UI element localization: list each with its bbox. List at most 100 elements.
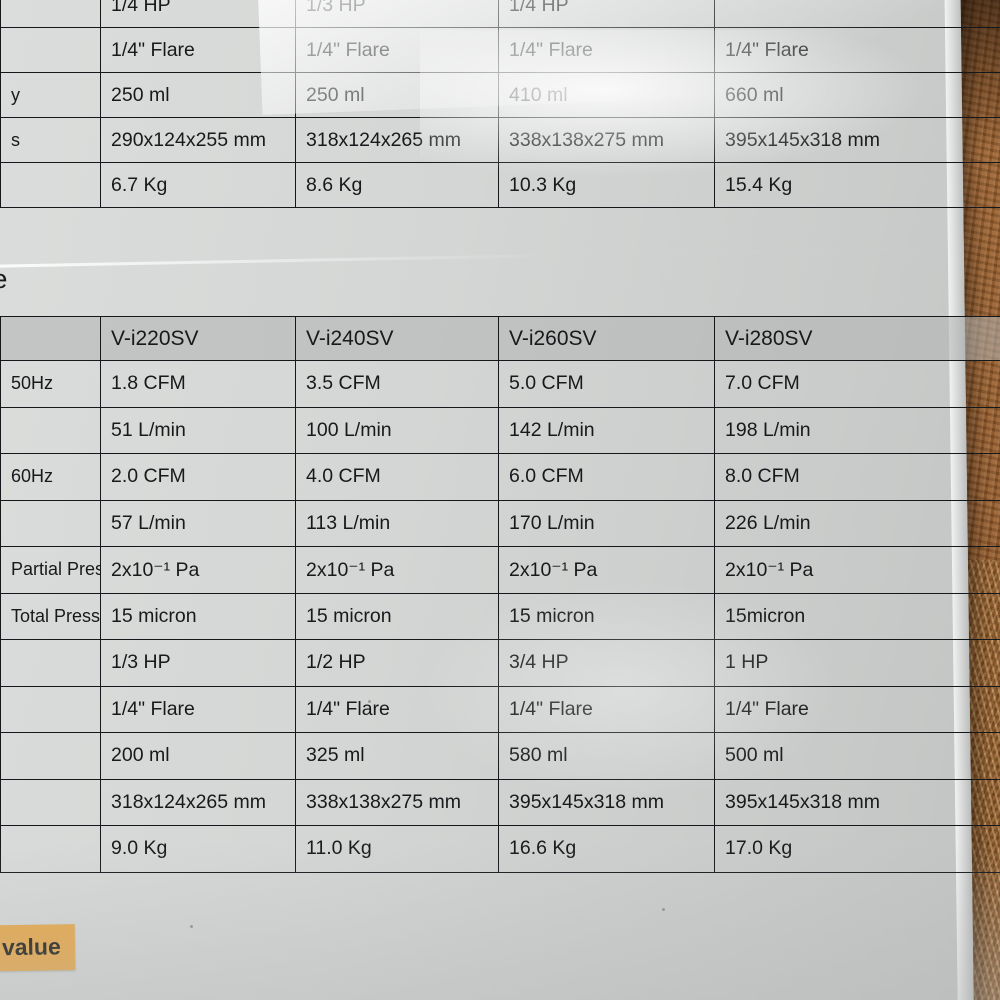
- cell: 1/4" Flare: [498, 685, 715, 733]
- table-row: y 250 ml 250 ml 410 ml 660 ml: [0, 72, 1000, 118]
- row-label: [0, 162, 101, 208]
- cell: 8.0 CFM: [714, 453, 1000, 501]
- cell: 17.0 Kg: [714, 825, 1000, 873]
- table-header-row: V-i220SV V-i240SV V-i260SV V-i280SV: [0, 316, 1000, 361]
- cell: 1/4 HP: [498, 0, 715, 28]
- cell: 1/2 HP: [295, 639, 499, 687]
- cell: 2x10⁻¹ Pa: [100, 546, 296, 594]
- column-header-v-i280sv: V-i280SV: [714, 316, 1000, 361]
- column-header-v-i220sv: V-i220SV: [100, 316, 296, 361]
- cell: 325 ml: [295, 732, 499, 780]
- cell: 15 micron: [100, 592, 296, 640]
- header-corner: [0, 316, 101, 361]
- cell: 1/4" Flare: [714, 685, 1000, 733]
- dust-speck: [368, 700, 371, 703]
- cell: 170 L/min: [498, 499, 715, 547]
- table-row: Partial Pressure 2x10⁻¹ Pa 2x10⁻¹ Pa 2x1…: [0, 546, 1000, 594]
- table-row: s 290x124x255 mm 318x124x265 mm 338x138x…: [0, 117, 1000, 163]
- cell: 1/4" Flare: [498, 27, 715, 73]
- cell: 500 ml: [714, 732, 1000, 780]
- column-header-v-i260sv: V-i260SV: [498, 316, 715, 361]
- row-label-total-pressure: Total Pressure: [0, 592, 101, 640]
- cell: 1 HP: [714, 639, 1000, 687]
- cell: 338x138x275 mm: [295, 778, 499, 826]
- cell: 100 L/min: [295, 406, 499, 454]
- cell: 1/4 HP: [100, 0, 296, 28]
- table-row: 50Hz 1.8 CFM 3.5 CFM 5.0 CFM 7.0 CFM: [0, 360, 1000, 408]
- table-row: 1/3 HP 1/2 HP 3/4 HP 1 HP: [0, 639, 1000, 687]
- cell: 1/4" Flare: [100, 685, 296, 733]
- table-row: 9.0 Kg 11.0 Kg 16.6 Kg 17.0 Kg: [0, 825, 1000, 873]
- cell: 8.6 Kg: [295, 162, 499, 208]
- cell: 51 L/min: [100, 406, 296, 454]
- row-label-60hz: 60Hz: [0, 453, 101, 501]
- cell: 3.5 CFM: [295, 360, 499, 408]
- table-row: 318x124x265 mm 338x138x275 mm 395x145x31…: [0, 778, 1000, 826]
- cell: 16.6 Kg: [498, 825, 715, 873]
- row-label: [0, 406, 101, 454]
- cell: 11.0 Kg: [295, 825, 499, 873]
- row-label: [0, 778, 101, 826]
- cell: 15.4 Kg: [714, 162, 1000, 208]
- cell: 580 ml: [498, 732, 715, 780]
- row-label: s: [0, 117, 101, 163]
- cell: 198 L/min: [714, 406, 1000, 454]
- cell: 7.0 CFM: [714, 360, 1000, 408]
- section-heading: age: [0, 264, 8, 295]
- dust-speck: [662, 908, 665, 911]
- cell: 395x145x318 mm: [714, 117, 1000, 163]
- cell: 15 micron: [295, 592, 499, 640]
- cell: 3/4 HP: [498, 639, 715, 687]
- cell: 2.0 CFM: [100, 453, 296, 501]
- cell: 6.7 Kg: [100, 162, 296, 208]
- table-row: Total Pressure 15 micron 15 micron 15 mi…: [0, 592, 1000, 640]
- cell: 2x10⁻¹ Pa: [714, 546, 1000, 594]
- cell: 338x138x275 mm: [498, 117, 715, 163]
- cell: 250 ml: [100, 72, 296, 118]
- row-label: [0, 27, 101, 73]
- table-row: 1/4" Flare 1/4" Flare 1/4" Flare 1/4" Fl…: [0, 27, 1000, 73]
- cell: 142 L/min: [498, 406, 715, 454]
- cell: 395x145x318 mm: [498, 778, 715, 826]
- row-label: [0, 639, 101, 687]
- cell: 15micron: [714, 592, 1000, 640]
- table-row: 200 ml 325 ml 580 ml 500 ml: [0, 732, 1000, 780]
- table-row: 60Hz 2.0 CFM 4.0 CFM 6.0 CFM 8.0 CFM: [0, 453, 1000, 501]
- cell: 1/3 HP: [295, 0, 499, 28]
- cell: 250 ml: [295, 72, 499, 118]
- cell: 200 ml: [100, 732, 296, 780]
- cell: 6.0 CFM: [498, 453, 715, 501]
- row-label: [0, 0, 101, 28]
- cell: 57 L/min: [100, 499, 296, 547]
- table-row: 1/4" Flare 1/4" Flare 1/4" Flare 1/4" Fl…: [0, 685, 1000, 733]
- cell: 4.0 CFM: [295, 453, 499, 501]
- top-spec-table: 1/4 HP 1/3 HP 1/4 HP 1/4" Flare 1/4" Fla…: [0, 0, 1000, 208]
- row-label: [0, 732, 101, 780]
- cell: 1/4" Flare: [295, 685, 499, 733]
- cell: 318x124x265 mm: [295, 117, 499, 163]
- cell: 5.0 CFM: [498, 360, 715, 408]
- row-label: [0, 499, 101, 547]
- row-label: [0, 685, 101, 733]
- cell: 113 L/min: [295, 499, 499, 547]
- cell: 1/3 HP: [100, 639, 296, 687]
- row-label: y: [0, 72, 101, 118]
- cell: 2x10⁻¹ Pa: [498, 546, 715, 594]
- cell: 290x124x255 mm: [100, 117, 296, 163]
- bottom-spec-table: V-i220SV V-i240SV V-i260SV V-i280SV 50Hz…: [0, 316, 1000, 873]
- cell: 2x10⁻¹ Pa: [295, 546, 499, 594]
- cell: 15 micron: [498, 592, 715, 640]
- table-row: 51 L/min 100 L/min 142 L/min 198 L/min: [0, 406, 1000, 454]
- cell: 9.0 Kg: [100, 825, 296, 873]
- row-label-50hz: 50Hz: [0, 360, 101, 408]
- cell: 1/4" Flare: [714, 27, 1000, 73]
- cell: 318x124x265 mm: [100, 778, 296, 826]
- dust-speck: [190, 925, 193, 928]
- cell: 395x145x318 mm: [714, 778, 1000, 826]
- cell: 10.3 Kg: [498, 162, 715, 208]
- highlight-badge: es value: [0, 924, 76, 972]
- cell: 226 L/min: [714, 499, 1000, 547]
- cell: [714, 0, 1000, 28]
- cell: 1/4" Flare: [295, 27, 499, 73]
